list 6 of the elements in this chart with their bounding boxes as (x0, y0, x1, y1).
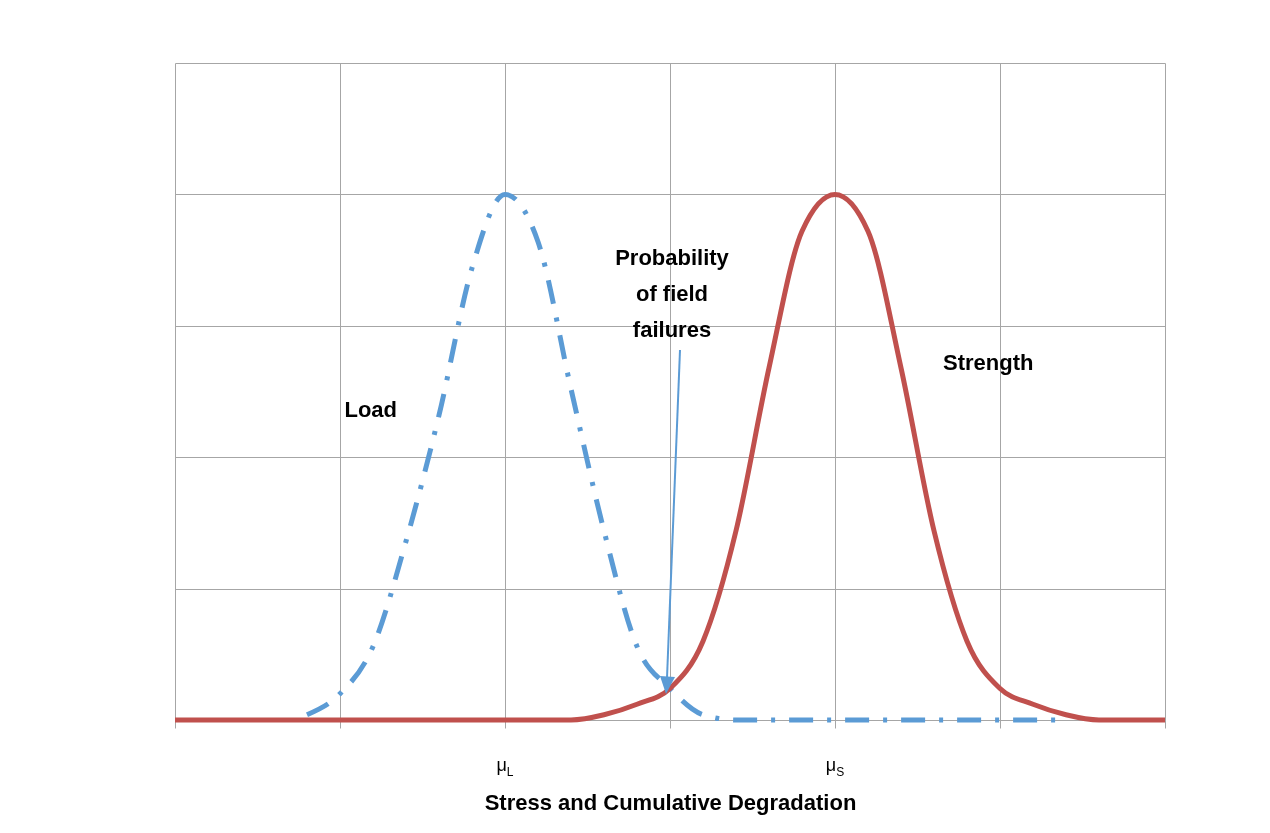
x-tick-label: μ$_{L}$ (496, 755, 514, 779)
annotation: Probability of field failures (615, 244, 729, 344)
x-tick-label: μ$_{S}$ (825, 755, 845, 779)
series-label: Load (344, 397, 397, 423)
x-axis-title: Stress and Cumulative Degradation (484, 789, 857, 815)
series-label: Strength (943, 349, 1034, 375)
